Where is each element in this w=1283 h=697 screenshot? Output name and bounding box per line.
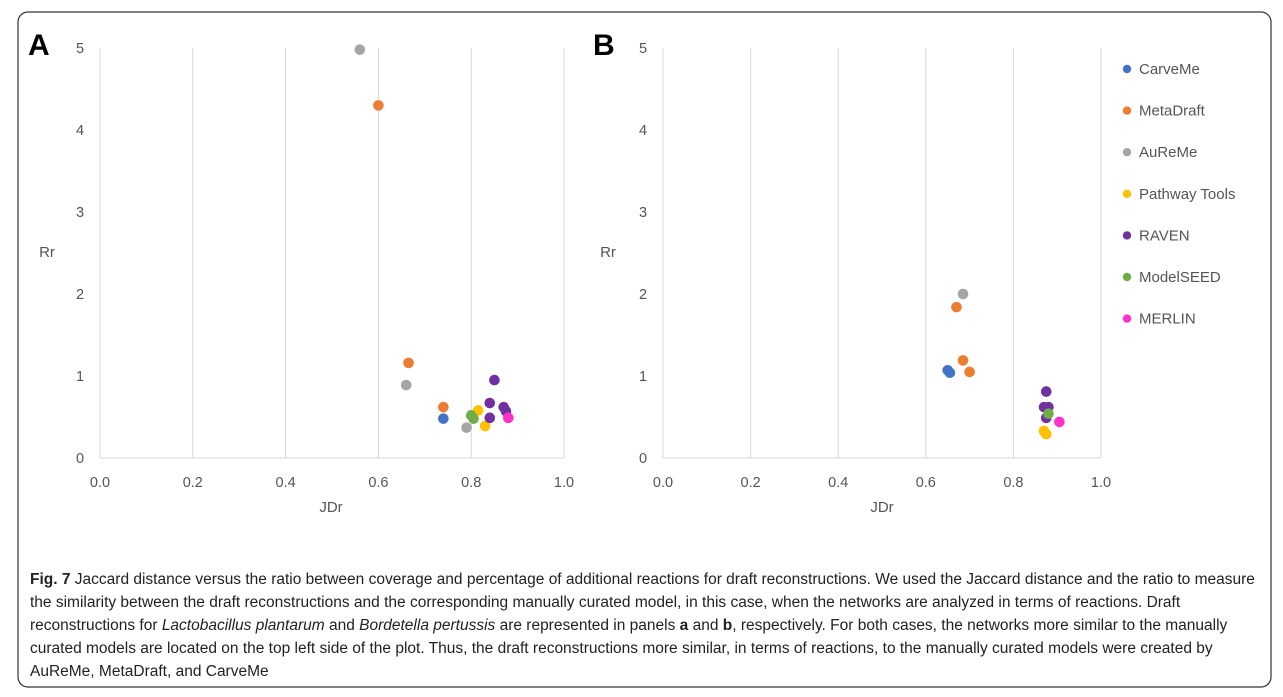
legend-label: RAVEN bbox=[1139, 227, 1190, 244]
panel-a-x-tick-label: 0.2 bbox=[183, 475, 203, 491]
panel-b-point-modelseed bbox=[1043, 408, 1054, 420]
panel-b-point-aureme bbox=[957, 288, 969, 300]
legend-label: ModelSEED bbox=[1139, 269, 1221, 286]
panel-a-x-ticks: 0.0 0.2 0.4 0.6 0.8 1.0 bbox=[90, 475, 574, 491]
caption-species-1: Lactobacillus plantarum bbox=[161, 617, 325, 634]
panel-a-point-aureme bbox=[461, 422, 472, 433]
legend-label: MERLIN bbox=[1139, 311, 1196, 328]
legend: CarveMe MetaDraft AuReMe Pathway Tools RAVEN… bbox=[1122, 61, 1235, 328]
panel-a-x-tick-label: 0.6 bbox=[368, 475, 388, 491]
panel-a-y-tick-label: 5 bbox=[76, 41, 84, 57]
caption-text-3: are represented in panels bbox=[495, 617, 680, 634]
panel-a-y-tick-label: 0 bbox=[76, 451, 84, 467]
figure-border bbox=[17, 11, 1272, 688]
caption-panel-a: a bbox=[679, 617, 689, 634]
panel-a-y-tick-label: 3 bbox=[76, 205, 84, 221]
caption-text-4: and bbox=[688, 617, 723, 634]
legend-item: AuReMe bbox=[1122, 144, 1197, 161]
panel-a-x-axis-label: JDr bbox=[319, 499, 342, 516]
panel-a-point-aureme bbox=[400, 379, 412, 391]
panel-b-y-tick-label: 3 bbox=[639, 205, 647, 221]
panel-b-x-tick-label: 0.4 bbox=[828, 475, 848, 491]
panel-a-point-raven bbox=[489, 374, 500, 386]
panel-b-point-pathway-tools bbox=[1040, 428, 1052, 440]
panel-a-y-tick-label: 2 bbox=[76, 287, 84, 303]
panel-b-y-axis-label: Rr bbox=[600, 244, 616, 261]
legend-marker bbox=[1122, 231, 1132, 240]
legend-label: CarveMe bbox=[1139, 61, 1200, 78]
panel-b-x-tick-label: 0.0 bbox=[653, 475, 673, 491]
panel-a-point-raven bbox=[484, 412, 496, 424]
legend-item: Pathway Tools bbox=[1122, 186, 1235, 203]
caption-figure-label: Fig. 7 bbox=[30, 571, 71, 588]
panel-b-point-metadraft bbox=[957, 355, 969, 366]
legend-marker bbox=[1122, 148, 1132, 157]
caption-panel-b: b bbox=[722, 617, 733, 634]
panel-b-label: B bbox=[593, 29, 615, 62]
panel-b-point-carveme bbox=[944, 367, 956, 379]
panel-a-x-tick-label: 0.4 bbox=[276, 475, 296, 491]
legend-item: MERLIN bbox=[1122, 311, 1196, 328]
panel-b-point-merlin bbox=[1054, 416, 1065, 428]
panel-b-x-axis-label: JDr bbox=[870, 499, 893, 516]
legend-marker bbox=[1122, 189, 1132, 198]
panel-b-y-ticks: 0 1 2 3 4 5 bbox=[639, 41, 647, 467]
panel-a-point-merlin bbox=[503, 412, 514, 424]
panel-a-points bbox=[354, 44, 514, 433]
panel-a-point-modelseed bbox=[468, 413, 479, 424]
panel-b-x-tick-label: 0.8 bbox=[1003, 475, 1023, 491]
panel-b-point-metadraft bbox=[951, 301, 962, 313]
caption-text-5: , respectively. For both cases, the netw… bbox=[30, 617, 1228, 680]
figure-caption: Fig. 7 Jaccard distance versus the ratio… bbox=[30, 568, 1255, 683]
legend-marker bbox=[1122, 106, 1132, 115]
panel-a-point-aureme bbox=[354, 44, 366, 55]
panel-a-y-axis-label: Rr bbox=[39, 244, 55, 261]
caption-species-2: Bordetella pertussis bbox=[359, 617, 496, 634]
panel-b-x-tick-label: 0.2 bbox=[741, 475, 761, 491]
legend-item: RAVEN bbox=[1122, 227, 1190, 244]
panel-b-x-ticks: 0.0 0.2 0.4 0.6 0.8 1.0 bbox=[653, 475, 1111, 491]
caption-text-2: and bbox=[324, 617, 360, 634]
panel-b-y-tick-label: 4 bbox=[639, 123, 647, 139]
panel-b-y-tick-label: 1 bbox=[639, 369, 647, 385]
panel-b: B 0 1 2 3 4 5 0.0 0.2 0.4 0.6 0.8 1.0 Rr JDr bbox=[593, 29, 1111, 516]
panel-b-y-tick-label: 5 bbox=[639, 41, 647, 57]
panel-a-y-tick-label: 1 bbox=[76, 369, 84, 385]
panel-b-point-raven bbox=[1040, 386, 1052, 397]
legend-item: MetaDraft bbox=[1122, 103, 1206, 120]
panel-a-x-tick-label: 0.0 bbox=[90, 475, 110, 491]
panel-a-label: A bbox=[28, 29, 50, 62]
panel-b-grid bbox=[662, 48, 1102, 459]
panel-a-grid bbox=[99, 48, 565, 459]
panel-b-x-tick-label: 0.6 bbox=[916, 475, 936, 491]
panel-b-y-tick-label: 0 bbox=[639, 451, 647, 467]
panel-a-point-pathway-tools bbox=[479, 420, 491, 432]
panel-a-point-metadraft bbox=[373, 100, 384, 111]
panel-a-x-tick-label: 0.8 bbox=[461, 475, 481, 491]
panel-b-points bbox=[942, 288, 1065, 440]
panel-a-y-tick-label: 4 bbox=[76, 123, 84, 139]
legend-label: Pathway Tools bbox=[1139, 186, 1235, 203]
legend-label: MetaDraft bbox=[1139, 103, 1206, 120]
panel-a: A 0 1 2 3 4 5 0.0 0.2 0.4 0.6 0.8 1.0 Rr JDr bbox=[28, 29, 574, 516]
panel-a-point-raven bbox=[484, 397, 496, 409]
panel-b-x-tick-label: 1.0 bbox=[1091, 475, 1111, 491]
panel-b-point-metadraft bbox=[964, 366, 975, 378]
legend-item: CarveMe bbox=[1122, 61, 1200, 78]
panel-a-y-ticks: 0 1 2 3 4 5 bbox=[76, 41, 84, 467]
panel-b-y-tick-label: 2 bbox=[639, 287, 647, 303]
legend-item: ModelSEED bbox=[1122, 269, 1221, 286]
panel-a-x-tick-label: 1.0 bbox=[554, 475, 574, 491]
panel-a-point-metadraft bbox=[403, 357, 414, 369]
legend-marker bbox=[1122, 314, 1132, 323]
legend-marker bbox=[1122, 272, 1132, 282]
caption-text-1: Jaccard distance versus the ratio betwee… bbox=[30, 571, 1255, 634]
panel-a-point-carveme bbox=[438, 413, 449, 424]
panel-a-point-metadraft bbox=[438, 401, 449, 413]
legend-marker bbox=[1122, 64, 1132, 74]
legend-label: AuReMe bbox=[1139, 144, 1197, 161]
